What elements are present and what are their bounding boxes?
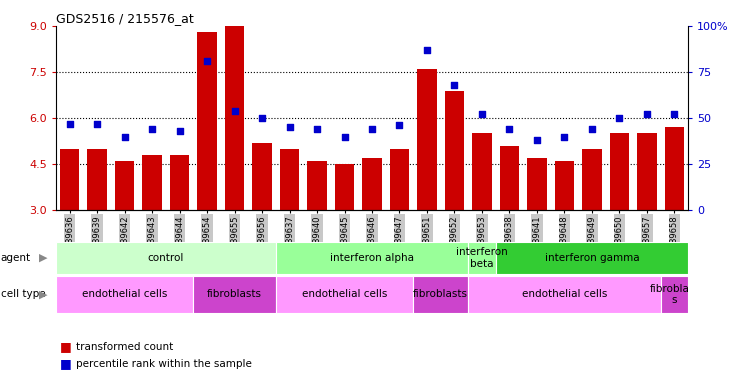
Text: transformed count: transformed count (76, 342, 173, 352)
Point (91, 121, 103, 127)
Point (256, 115, 268, 121)
Point (201, 58, 213, 64)
Text: GDS2516 / 215576_at: GDS2516 / 215576_at (56, 12, 193, 25)
Text: interferon
beta: interferon beta (456, 247, 508, 268)
Text: endothelial cells: endothelial cells (302, 290, 387, 299)
Point (118, 134, 130, 140)
Bar (583, 149, 602, 210)
Bar (56, 242, 276, 274)
Point (476, 111, 488, 117)
Bar (197, 32, 217, 210)
Bar (638, 134, 657, 210)
Bar (500, 146, 519, 210)
Bar (445, 91, 464, 210)
Bar (276, 242, 468, 274)
Text: agent: agent (1, 253, 31, 263)
Text: fibroblast
s: fibroblast s (650, 284, 699, 305)
Bar (276, 276, 413, 313)
Text: interferon gamma: interferon gamma (545, 253, 639, 263)
Bar (527, 158, 547, 210)
Point (173, 128, 185, 134)
Bar (115, 161, 134, 210)
Text: control: control (147, 253, 184, 263)
Text: ■: ■ (60, 357, 71, 370)
Point (394, 123, 405, 129)
Bar (496, 242, 688, 274)
Point (283, 124, 295, 130)
Text: ▶: ▶ (39, 290, 47, 299)
Text: cell type: cell type (1, 290, 45, 299)
Bar (417, 69, 437, 210)
Point (586, 126, 598, 132)
Bar (307, 161, 327, 210)
Point (559, 134, 571, 140)
Point (63, 121, 75, 127)
Bar (56, 276, 193, 313)
Bar (665, 128, 684, 210)
Point (614, 115, 626, 121)
Bar (468, 276, 661, 313)
Bar (252, 142, 272, 210)
Bar (472, 134, 492, 210)
Text: fibroblasts: fibroblasts (413, 290, 468, 299)
Text: interferon alpha: interferon alpha (330, 253, 414, 263)
Point (641, 111, 653, 117)
Bar (280, 149, 299, 210)
Point (228, 108, 240, 114)
Point (421, 47, 433, 53)
Bar (60, 149, 79, 210)
Bar (362, 158, 382, 210)
Bar (468, 242, 496, 274)
Bar (661, 276, 688, 313)
Bar (610, 134, 629, 210)
Text: ■: ■ (60, 340, 71, 353)
Point (366, 126, 378, 132)
Text: percentile rank within the sample: percentile rank within the sample (76, 359, 251, 369)
Bar (88, 149, 106, 210)
Text: ▶: ▶ (39, 253, 47, 263)
Bar (555, 161, 574, 210)
Text: endothelial cells: endothelial cells (522, 290, 607, 299)
Point (531, 137, 543, 143)
Bar (142, 155, 161, 210)
Point (146, 126, 158, 132)
Bar (225, 26, 244, 210)
Bar (170, 155, 189, 210)
Bar (390, 149, 409, 210)
Point (449, 82, 461, 88)
Bar (193, 276, 276, 313)
Text: endothelial cells: endothelial cells (82, 290, 167, 299)
Point (339, 134, 350, 140)
Bar (335, 164, 354, 210)
Bar (413, 276, 468, 313)
Point (669, 111, 681, 117)
Text: fibroblasts: fibroblasts (207, 290, 262, 299)
Point (504, 126, 516, 132)
Point (311, 126, 323, 132)
